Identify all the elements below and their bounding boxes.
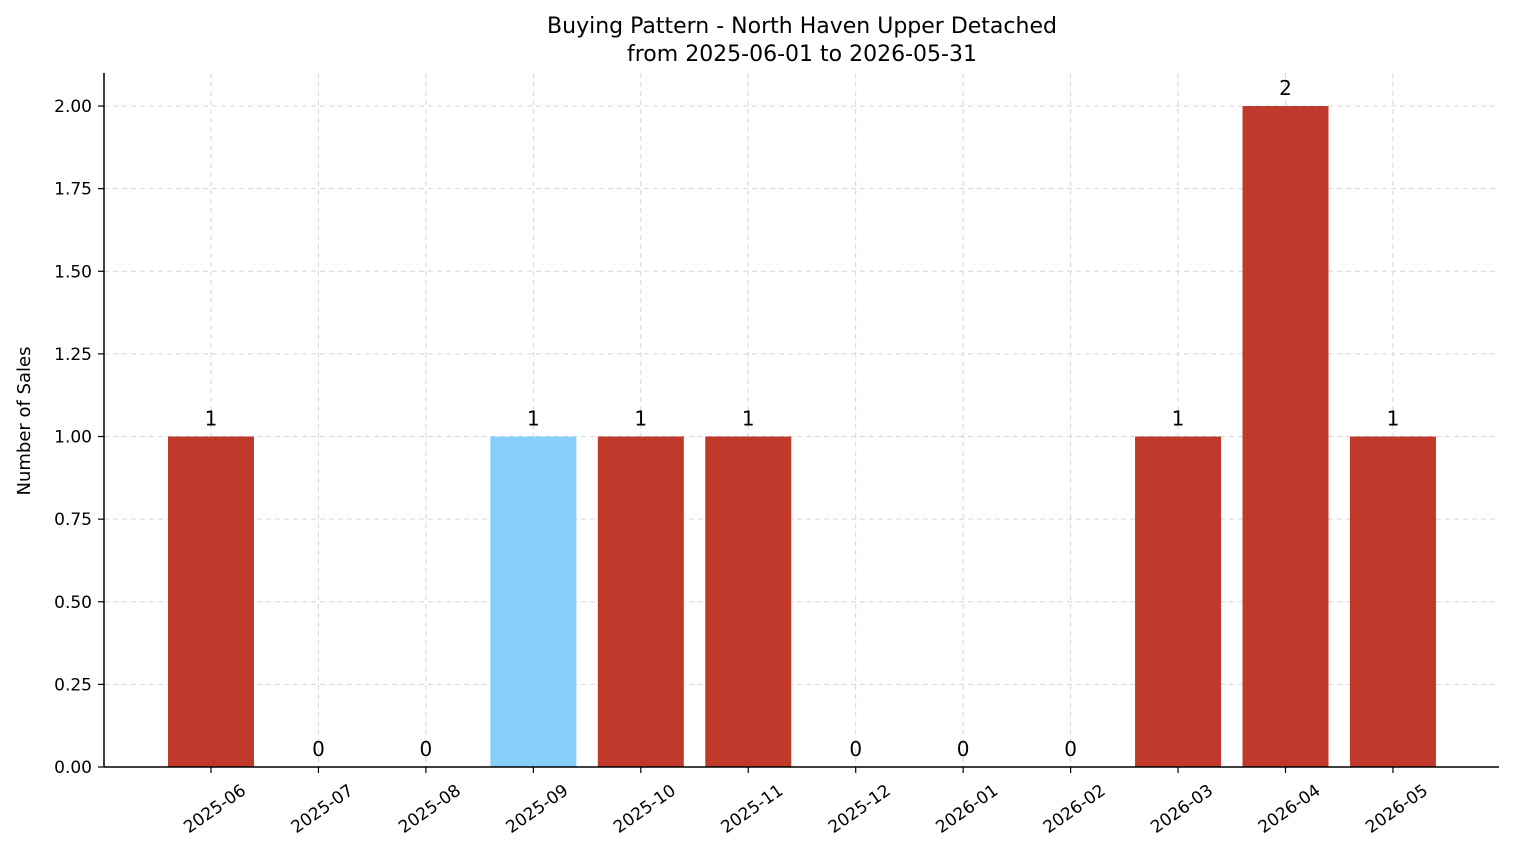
y-tick-label: 1.25 bbox=[54, 345, 92, 365]
x-tick-label: 2026-05 bbox=[1362, 781, 1432, 838]
x-tick-label: 2025-10 bbox=[610, 781, 680, 838]
bar-value-label: 1 bbox=[1172, 407, 1185, 431]
x-tick-label: 2026-04 bbox=[1255, 781, 1325, 838]
y-tick-label: 1.50 bbox=[54, 262, 92, 282]
bar bbox=[1242, 106, 1329, 768]
bar-value-label: 1 bbox=[634, 407, 647, 431]
bar-value-label: 0 bbox=[1064, 737, 1077, 761]
bar-value-label: 2 bbox=[1279, 76, 1292, 100]
x-tick-label: 2026-01 bbox=[932, 781, 1002, 838]
y-tick-label: 0.25 bbox=[54, 675, 92, 695]
x-tick-label: 2025-12 bbox=[825, 781, 895, 838]
bar bbox=[597, 436, 684, 767]
x-tick-label: 2025-09 bbox=[503, 781, 573, 838]
y-tick-label: 1.75 bbox=[54, 180, 92, 200]
bar-value-label: 0 bbox=[957, 737, 970, 761]
bar bbox=[168, 436, 254, 767]
x-tick-label: 2025-06 bbox=[180, 781, 250, 838]
y-ticks: 0.00 0.25 0.50 0.75 1.00 1.25 1.50 1.75 2.00 bbox=[54, 97, 104, 778]
x-tick-label: 2025-11 bbox=[717, 781, 787, 838]
x-tick-label: 2025-08 bbox=[395, 781, 465, 838]
y-tick-label: 1.00 bbox=[54, 428, 92, 448]
bar-value-label: 1 bbox=[1387, 407, 1400, 431]
bar-value-label: 0 bbox=[420, 737, 433, 761]
chart-subtitle: from 2025-06-01 to 2026-05-31 bbox=[627, 42, 977, 67]
bar-value-label: 0 bbox=[849, 737, 862, 761]
y-tick-label: 0.50 bbox=[54, 593, 92, 613]
x-tick-label: 2025-07 bbox=[288, 781, 358, 838]
bar-value-label: 1 bbox=[742, 407, 755, 431]
x-tick-label: 2026-03 bbox=[1147, 781, 1217, 838]
x-ticks: 2025-06 2025-07 2025-08 2025-09 2025-10 2025-… bbox=[180, 767, 1432, 838]
y-axis-label: Number of Sales bbox=[14, 346, 35, 495]
bar-value-label: 1 bbox=[205, 407, 218, 431]
bar-value-label: 1 bbox=[527, 407, 540, 431]
data-labels: 1 0 0 1 1 1 0 0 0 1 2 1 bbox=[205, 76, 1400, 761]
bar-value-label: 0 bbox=[312, 737, 325, 761]
y-tick-label: 2.00 bbox=[54, 97, 92, 117]
chart-title: Buying Pattern - North Haven Upper Detac… bbox=[547, 14, 1057, 39]
x-tick-label: 2026-02 bbox=[1040, 781, 1110, 838]
bars bbox=[168, 106, 1436, 768]
y-tick-label: 0.00 bbox=[54, 758, 92, 778]
bar bbox=[490, 436, 577, 767]
bar bbox=[705, 436, 792, 767]
bar bbox=[1135, 436, 1222, 767]
bar bbox=[1349, 436, 1436, 767]
y-tick-label: 0.75 bbox=[54, 510, 92, 530]
